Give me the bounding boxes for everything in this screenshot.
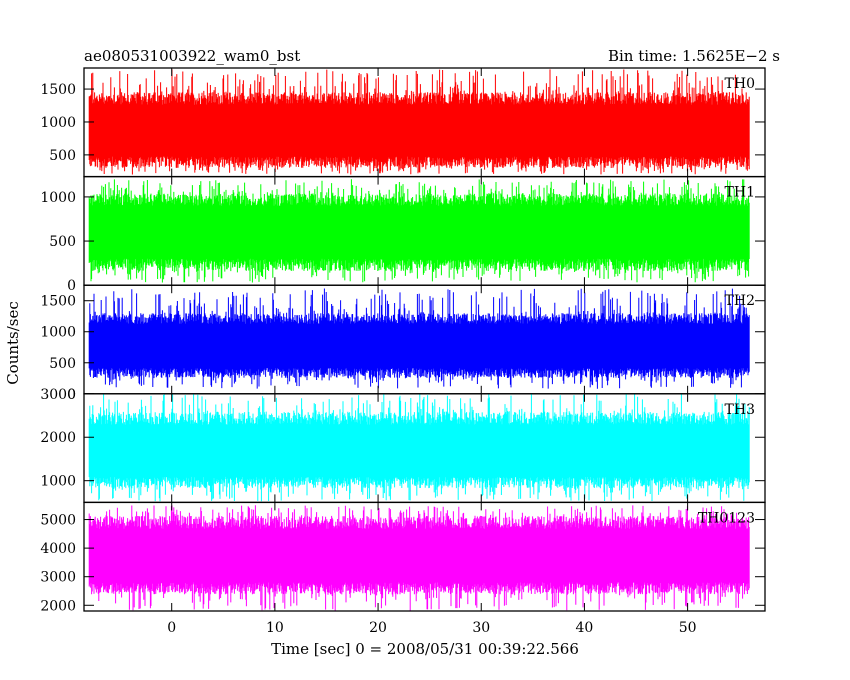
x-tick-label: 0	[167, 620, 176, 636]
x-tick-label: 50	[679, 620, 697, 636]
y-tick-label: 1000	[40, 474, 76, 490]
y-axis-label: Counts/sec	[4, 301, 22, 385]
x-tick-label: 40	[576, 620, 594, 636]
x-tick-label: 10	[266, 620, 284, 636]
y-tick-label: 1500	[40, 82, 76, 98]
y-tick-label: 1000	[40, 325, 76, 341]
y-tick-label: 1000	[40, 115, 76, 131]
x-axis-label: Time [sec] 0 = 2008/05/31 00:39:22.566	[271, 640, 579, 658]
y-tick-label: 2000	[40, 430, 76, 446]
y-tick-label: 500	[49, 148, 76, 164]
y-tick-label: 0	[67, 278, 76, 294]
panel-label-th2: TH2	[725, 293, 755, 309]
series-th0123	[88, 505, 750, 611]
panel-label-th1: TH1	[725, 185, 755, 201]
y-tick-label: 1500	[40, 294, 76, 310]
y-tick-label: 3000	[40, 387, 76, 403]
panel-frame	[83, 501, 766, 612]
series-th0	[88, 69, 750, 175]
series-th2	[88, 288, 750, 389]
y-tick-label: 3000	[40, 570, 76, 586]
series-th1	[88, 179, 750, 283]
series-th3	[88, 393, 750, 502]
y-tick-label: 0	[67, 387, 76, 403]
x-tick-label: 20	[369, 620, 387, 636]
y-tick-label: 1000	[40, 190, 76, 206]
y-tick-label: 500	[49, 356, 76, 372]
chart-title: ae080531003922_wam0_bst	[84, 47, 300, 65]
x-tick-label: 30	[472, 620, 490, 636]
chart-subtitle: Bin time: 1.5625E−2 s	[608, 47, 780, 65]
y-tick-label: 2000	[40, 598, 76, 614]
panel-label-th0123: TH0123	[698, 510, 755, 526]
y-tick-label: 5000	[40, 513, 76, 529]
panel-label-th3: TH3	[725, 402, 755, 418]
y-tick-label: 500	[49, 234, 76, 250]
y-tick-label: 4000	[40, 541, 76, 557]
panel-label-th0: TH0	[725, 76, 755, 92]
